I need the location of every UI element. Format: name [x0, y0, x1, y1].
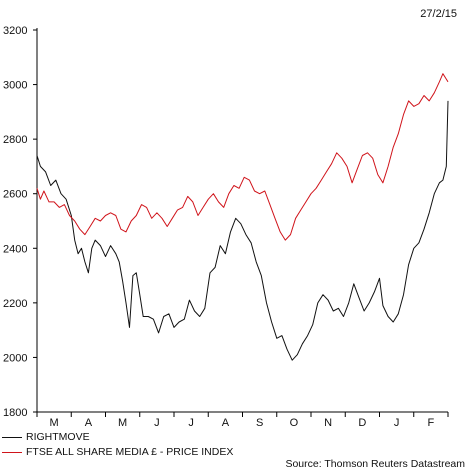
legend: RIGHTMOVE FTSE ALL SHARE MEDIA £ - PRICE… — [2, 430, 233, 460]
x-tick-label: M — [50, 417, 59, 429]
legend-item-media: FTSE ALL SHARE MEDIA £ - PRICE INDEX — [2, 445, 233, 460]
legend-label-rightmove: RIGHTMOVE — [26, 431, 90, 443]
x-tick-label: S — [256, 417, 263, 429]
y-tick-label: 2000 — [3, 352, 27, 364]
series-line-media — [36, 73, 449, 241]
y-tick-label: 3200 — [3, 25, 27, 37]
legend-item-rightmove: RIGHTMOVE — [2, 430, 233, 445]
date-label: 27/2/15 — [420, 8, 457, 20]
x-tick-label: M — [118, 417, 127, 429]
x-tick-label: J — [154, 417, 160, 429]
line-chart: 1800 2000 2200 2400 2600 2800 3000 3200 M A M J J A S… — [3, 25, 449, 429]
series-layer — [36, 73, 449, 361]
x-tick-label: J — [188, 417, 194, 429]
y-tick-label: 2800 — [3, 134, 27, 146]
source-note: Source: Thomson Reuters Datastream — [285, 458, 465, 470]
x-tick-label: N — [324, 417, 332, 429]
y-tick-label: 2600 — [3, 189, 27, 201]
y-tick-label: 1800 — [3, 407, 27, 419]
x-tick-label: O — [290, 417, 299, 429]
legend-label-media: FTSE ALL SHARE MEDIA £ - PRICE INDEX — [26, 446, 234, 458]
legend-swatch-media — [2, 452, 22, 453]
x-tick-label: J — [394, 417, 400, 429]
y-tick-label: 3000 — [3, 80, 27, 92]
y-axis: 1800 2000 2200 2400 2600 2800 3000 3200 — [3, 25, 38, 419]
series-line-rightmove — [36, 100, 449, 361]
x-tick-label: D — [358, 417, 366, 429]
legend-swatch-rightmove — [2, 437, 22, 438]
y-tick-label: 2200 — [3, 298, 27, 310]
y-tick-label: 2400 — [3, 243, 27, 255]
x-tick-label: A — [222, 417, 230, 429]
x-tick-label: F — [428, 417, 435, 429]
x-tick-label: A — [85, 417, 93, 429]
